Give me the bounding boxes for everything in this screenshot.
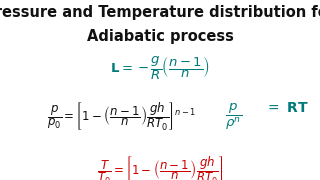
Text: $\dfrac{T}{T_0} = \left[1 - \left(\dfrac{n-1}{n}\right)\dfrac{gh}{RT_0}\right]$: $\dfrac{T}{T_0} = \left[1 - \left(\dfrac… [97, 155, 223, 180]
Text: $\mathbf{L} = -\dfrac{g}{R}\left(\dfrac{n-1}{n}\right)$: $\mathbf{L} = -\dfrac{g}{R}\left(\dfrac{… [110, 54, 210, 82]
Text: Pressure and Temperature distribution for: Pressure and Temperature distribution fo… [0, 5, 320, 20]
Text: $\dfrac{p}{\rho^n}$: $\dfrac{p}{\rho^n}$ [225, 101, 242, 132]
Text: $=\ \mathbf{RT}$: $=\ \mathbf{RT}$ [265, 101, 308, 115]
Text: Adiabatic process: Adiabatic process [87, 29, 233, 44]
Text: $\dfrac{p}{p_0} = \left[1 - \left(\dfrac{n-1}{n}\right)\dfrac{gh}{RT_0}\right]^{: $\dfrac{p}{p_0} = \left[1 - \left(\dfrac… [47, 101, 196, 133]
